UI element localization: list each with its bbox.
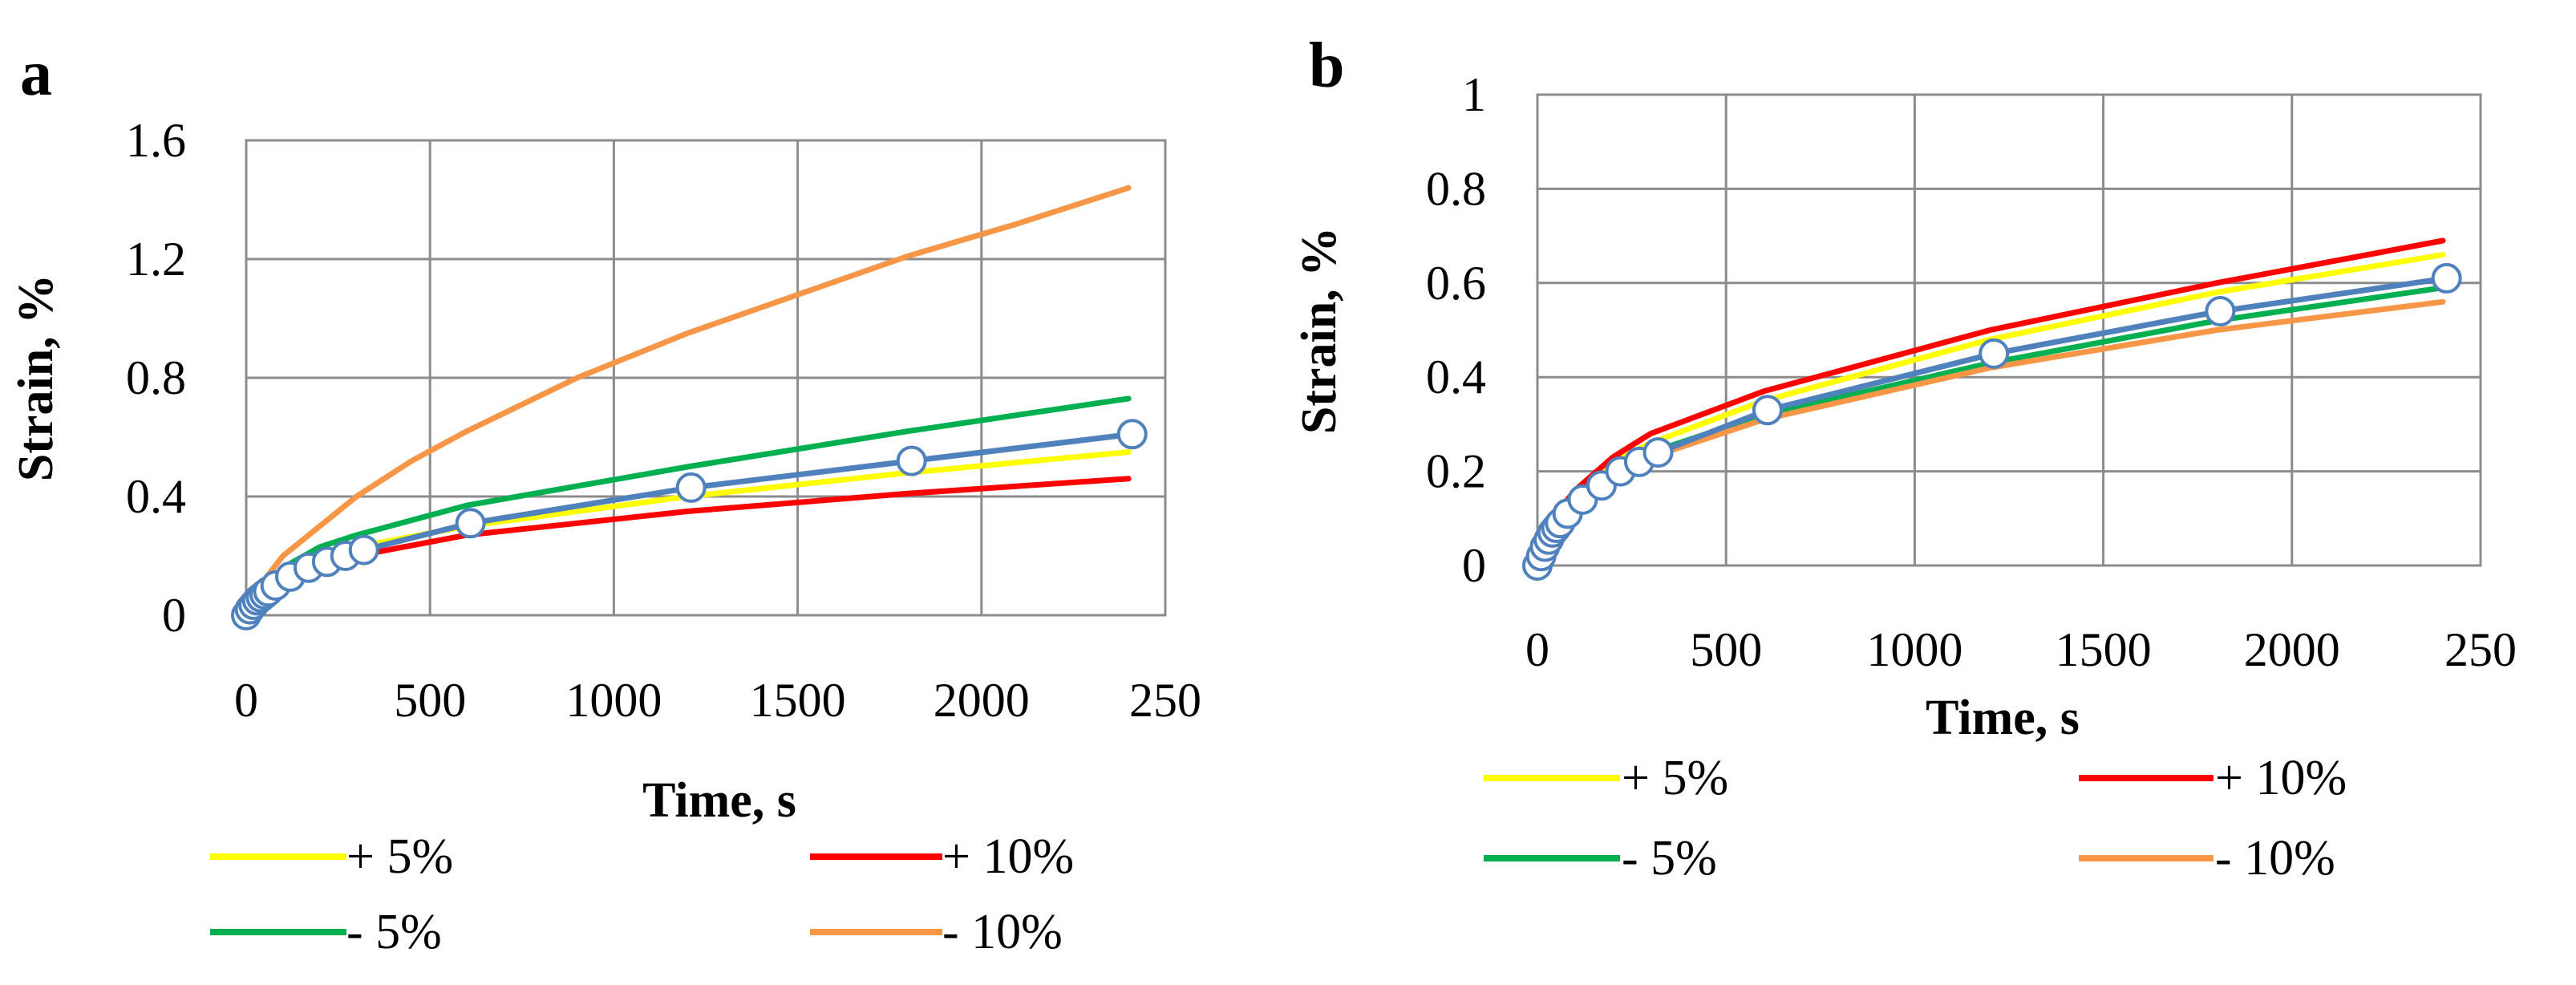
y-tick-label: 0.6 <box>1426 257 1486 310</box>
y-tick-label: 0.4 <box>1426 351 1486 403</box>
x-tick-label: 1000 <box>1866 623 1962 676</box>
legend-label: + 10% <box>2215 751 2347 805</box>
x-tick-label: 1000 <box>565 674 662 727</box>
series-line-10 <box>243 184 1132 618</box>
legend-label: - 10% <box>2215 831 2335 886</box>
x-axis-title: Time, s <box>642 773 796 828</box>
legend-label: - 5% <box>346 905 442 959</box>
x-axis-title: Time, s <box>1926 691 2080 745</box>
x-tick-label: 1500 <box>2056 623 2152 676</box>
x-tick-label: 500 <box>1690 623 1762 676</box>
data-point-marker <box>455 508 486 539</box>
data-point-marker <box>1642 437 1674 468</box>
panel-letter: b <box>1309 30 1345 101</box>
data-point-marker <box>1752 395 1783 426</box>
data-point-marker <box>1116 419 1148 450</box>
y-tick-label: 0.2 <box>1426 445 1486 498</box>
legend-label: + 5% <box>1622 751 1728 805</box>
x-tick-label: 2000 <box>934 674 1030 727</box>
x-tick-label: 500 <box>394 674 466 727</box>
data-point-marker <box>2205 296 2236 327</box>
y-tick-label: 0.8 <box>126 351 186 404</box>
y-tick-label: 0 <box>1462 539 1486 592</box>
y-tick-label: 0.8 <box>1426 162 1486 215</box>
y-tick-label: 1.2 <box>126 233 186 286</box>
legend-label: + 5% <box>346 829 453 884</box>
y-axis-title: Strain, % <box>9 274 63 481</box>
data-point-marker <box>675 472 707 503</box>
y-axis-title: Strain, % <box>1292 227 1347 434</box>
legend-label: - 5% <box>1622 831 1717 886</box>
y-tick-label: 0 <box>162 589 186 642</box>
data-point-marker <box>348 534 379 565</box>
data-point-marker <box>1979 338 2010 369</box>
data-point-marker <box>2431 262 2462 294</box>
x-tick-label: 0 <box>234 674 258 727</box>
data-point-marker <box>896 445 927 476</box>
x-tick-label: 0 <box>1525 623 1549 676</box>
x-tick-label: 250 <box>1129 674 1201 727</box>
y-tick-label: 1 <box>1462 68 1486 121</box>
y-tick-label: 0.4 <box>126 470 186 523</box>
y-tick-label: 1.6 <box>126 114 186 167</box>
x-tick-label: 2000 <box>2244 623 2340 676</box>
legend-label: + 10% <box>942 829 1074 884</box>
panel-letter: a <box>20 39 52 109</box>
legend-label: - 10% <box>942 905 1063 959</box>
x-tick-label: 250 <box>2444 623 2517 676</box>
x-tick-label: 1500 <box>750 674 846 727</box>
plot-area <box>1536 93 2482 567</box>
